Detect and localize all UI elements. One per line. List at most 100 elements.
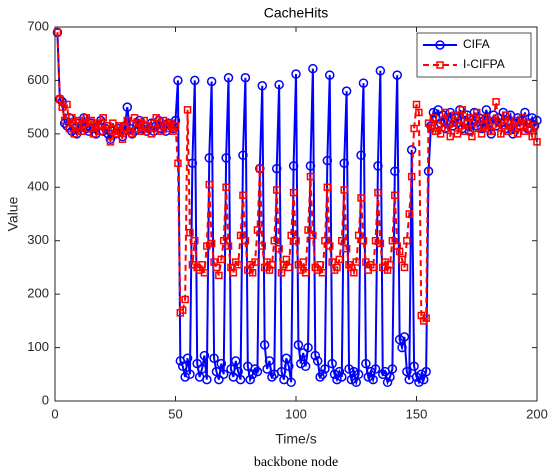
point [206, 76, 217, 87]
point [316, 261, 324, 269]
point [234, 261, 242, 269]
point [253, 226, 262, 234]
point [272, 186, 281, 194]
point [444, 124, 452, 133]
point [212, 263, 221, 272]
point [106, 138, 115, 146]
point [406, 145, 417, 155]
point [65, 124, 74, 133]
point [286, 377, 296, 388]
x-tick-label: 200 [526, 406, 548, 421]
point [338, 236, 346, 245]
point [368, 374, 378, 385]
point [469, 107, 480, 118]
point [293, 340, 304, 350]
point [277, 269, 286, 277]
point [422, 314, 430, 322]
point [309, 231, 317, 240]
point [310, 350, 321, 361]
point [238, 150, 248, 160]
point [312, 356, 323, 366]
x-axis-label: Time/s [275, 431, 316, 447]
point [182, 353, 193, 364]
point [421, 366, 431, 377]
axes-frame [54, 26, 538, 402]
point [181, 295, 189, 304]
point [359, 236, 368, 245]
point [318, 269, 327, 277]
point [84, 124, 93, 133]
point [388, 236, 397, 245]
point [341, 86, 352, 96]
point [399, 332, 410, 342]
point [323, 183, 332, 192]
point [250, 364, 260, 374]
point [428, 107, 439, 118]
legend-marker [435, 40, 445, 50]
point [229, 269, 238, 277]
point [317, 369, 328, 380]
point [239, 191, 247, 200]
point [470, 124, 479, 133]
point [236, 231, 245, 240]
point [235, 374, 246, 385]
point [352, 258, 360, 266]
point [492, 98, 500, 106]
point [157, 127, 165, 135]
point [344, 364, 354, 374]
point [183, 106, 192, 114]
point [387, 364, 398, 374]
point [245, 374, 255, 385]
point [410, 124, 418, 133]
point [342, 244, 351, 253]
point [299, 258, 307, 266]
point [241, 236, 250, 245]
point [516, 122, 524, 130]
point [374, 188, 382, 197]
point [439, 116, 447, 125]
point [248, 269, 257, 277]
point [334, 366, 345, 377]
point [373, 161, 383, 171]
point [390, 166, 400, 177]
point [240, 73, 251, 83]
point [528, 132, 536, 141]
y-tick-label: 200 [27, 286, 49, 301]
point [400, 263, 409, 272]
series-line [56, 32, 538, 323]
point [482, 114, 491, 122]
point [327, 358, 337, 369]
point [339, 158, 349, 168]
point [455, 105, 465, 115]
point [180, 372, 190, 382]
point [456, 122, 464, 130]
point [99, 114, 107, 122]
point [446, 132, 454, 141]
point [518, 114, 527, 122]
point [325, 242, 334, 250]
point [473, 108, 481, 117]
point [353, 369, 364, 380]
point [285, 263, 293, 272]
point [370, 364, 381, 374]
point [200, 269, 209, 277]
y-tick-label: 100 [27, 339, 49, 354]
y-tick-label: 700 [27, 18, 49, 33]
point [458, 106, 467, 114]
point [174, 159, 182, 167]
point [274, 79, 284, 90]
point [171, 122, 180, 130]
point [321, 236, 329, 245]
point [63, 100, 71, 109]
point [191, 236, 199, 245]
x-tick-label: 0 [51, 406, 58, 421]
point [292, 236, 300, 245]
point [300, 361, 311, 372]
point [356, 150, 366, 160]
point [357, 194, 365, 202]
point [340, 186, 348, 194]
y-tick-label: 0 [42, 392, 49, 407]
point [122, 102, 133, 112]
point [224, 242, 233, 250]
